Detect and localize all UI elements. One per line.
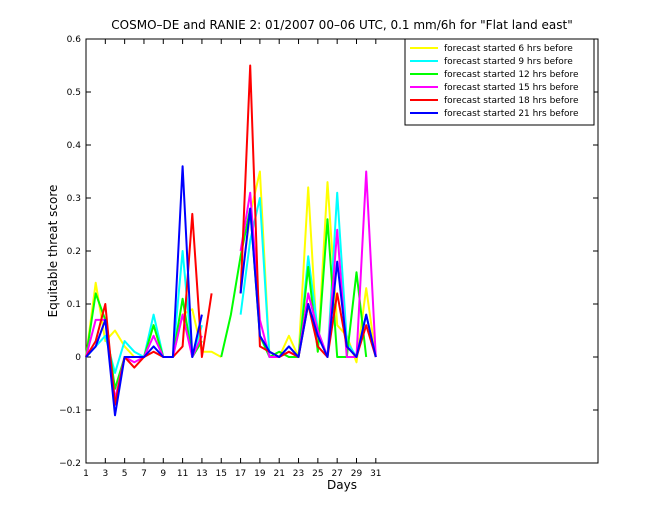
series-line-3: [220, 207, 368, 358]
legend-label-6: forecast started 21 hrs before: [444, 109, 579, 119]
x-tick-label: 29: [351, 469, 363, 479]
y-tick-label: 0.6: [67, 35, 82, 45]
series-lines: [85, 64, 377, 417]
x-tick-label: 31: [370, 469, 381, 479]
legend-label-2: forecast started 9 hrs before: [444, 57, 573, 67]
y-tick-label: −0.2: [59, 459, 81, 469]
x-tick-label: 9: [160, 469, 166, 479]
x-tick-label: 15: [216, 469, 227, 479]
y-tick-label: 0.3: [67, 194, 81, 204]
legend: forecast started 6 hrs before forecast st…: [404, 38, 595, 126]
legend-label-3: forecast started 12 hrs before: [444, 70, 579, 80]
series-line-6: [239, 207, 377, 358]
x-axis: 1 3 5 7 9 11 13 15 17 19 21 23 25 27 29 31: [83, 39, 382, 479]
chart-title: COSMO–DE and RANIE 2: 01/2007 00–06 UTC,…: [111, 18, 572, 32]
y-tick-label: 0.1: [67, 300, 81, 310]
x-tick-label: 27: [331, 469, 342, 479]
legend-label-1: forecast started 6 hrs before: [444, 44, 573, 54]
y-axis: −0.2 −0.1 0 0.1 0.2 0.3 0.4 0.5 0.6: [59, 35, 598, 469]
x-tick-label: 11: [177, 469, 188, 479]
x-tick-label: 21: [273, 469, 284, 479]
x-tick-label: 7: [141, 469, 147, 479]
x-axis-label: Days: [327, 478, 357, 492]
series-line-6: [85, 165, 203, 417]
y-axis-label: Equitable threat score: [46, 185, 60, 318]
x-tick-label: 3: [102, 469, 108, 479]
x-tick-label: 25: [312, 469, 323, 479]
series-line-2: [239, 191, 377, 358]
legend-box: [404, 38, 595, 126]
y-tick-label: 0: [75, 353, 81, 363]
x-tick-label: 17: [235, 469, 246, 479]
y-tick-label: 0.2: [67, 247, 81, 257]
legend-label-4: forecast started 15 hrs before: [444, 83, 579, 93]
x-tick-label: 23: [293, 469, 304, 479]
x-tick-label: 5: [122, 469, 128, 479]
series-line-5: [85, 212, 213, 406]
y-tick-label: −0.1: [59, 406, 81, 416]
x-tick-label: 1: [83, 469, 89, 479]
y-tick-label: 0.4: [67, 141, 82, 151]
series-line-4: [239, 170, 377, 358]
x-tick-label: 13: [196, 469, 207, 479]
x-tick-label: 19: [254, 469, 266, 479]
y-tick-label: 0.5: [67, 88, 81, 98]
legend-label-5: forecast started 18 hrs before: [444, 96, 579, 106]
